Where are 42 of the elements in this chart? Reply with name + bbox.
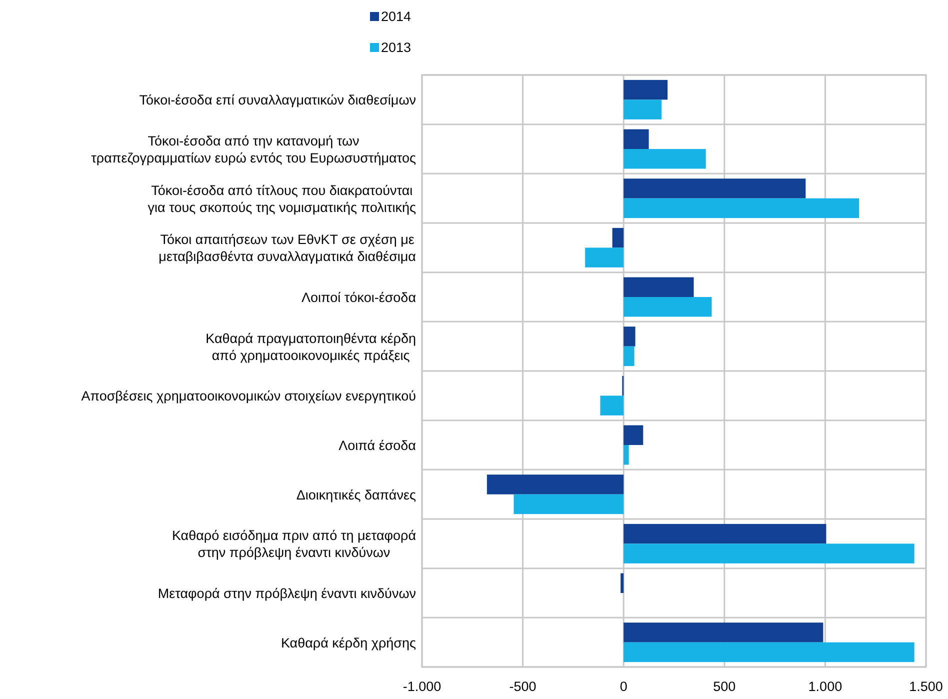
legend-label: 2013: [381, 40, 412, 55]
bar: [624, 297, 712, 317]
y-tick-label: Τόκοι-έσοδα επί συναλλαγματικών διαθεσίμων: [139, 92, 416, 108]
bar: [624, 149, 706, 169]
bar: [624, 100, 662, 120]
y-tick-label: Καθαρό εισόδημα πριν από τη μεταφορά στην πρόβλεψη έναντι κινδύνων: [172, 528, 416, 560]
bar: [624, 445, 629, 465]
y-tick-label: Μεταφορά στην πρόβλεψη έναντι κινδύνων: [158, 586, 416, 601]
x-tick-label: 500: [713, 679, 736, 694]
y-tick-label: Τόκοι-έσοδα από την κατανομή των τραπεζογραμματίων ευρώ εντός του Ευρωσυστήματος: [91, 134, 416, 166]
x-tick-label: -500: [509, 679, 536, 694]
bar: [624, 524, 826, 544]
y-tick-label: Αποσβέσεις χρηματοοικονομικών στοιχείων ενεργητικού: [81, 388, 416, 404]
x-tick-label: 0: [620, 679, 628, 694]
bar: [624, 198, 860, 218]
bar: [624, 622, 824, 642]
bar: [600, 396, 624, 416]
bar: [620, 573, 624, 593]
y-tick-label: Λοιπά έσοδα: [338, 438, 416, 453]
bar: [624, 178, 806, 198]
bar: [624, 326, 636, 346]
legend-label: 2014: [381, 9, 412, 24]
x-tick-label: -1.000: [402, 679, 442, 694]
y-tick-label: Καθαρά πραγματοποιηθέντα κέρδη από χρηματοοικονομικές πράξεις: [206, 330, 416, 363]
bar: [624, 642, 914, 662]
x-tick-label: 1.500: [909, 679, 943, 694]
bar: [585, 248, 624, 268]
bar: [612, 228, 624, 248]
y-tick-label: Τόκοι απαιτήσεων των ΕθνΚΤ σε σχέση με μεταβιβασθέντα συναλλαγματικά διαθέσιμα: [158, 232, 416, 264]
x-tick-label: 1.000: [808, 679, 842, 694]
y-tick-label: Καθαρά κέρδη χρήσης: [280, 635, 416, 650]
bar: [624, 544, 914, 564]
bar: [624, 277, 694, 297]
bar: [486, 474, 624, 494]
y-tick-label: Λοιποί τόκοι-έσοδα: [301, 290, 416, 305]
bar: [624, 346, 634, 366]
bar: [624, 425, 644, 445]
y-tick-label: Τόκοι-έσοδα από τίτλους που διακρατούνται για τους σκοπούς της νομισματικής πολιτικής: [148, 182, 416, 215]
bar: [624, 129, 649, 149]
bar: [514, 494, 624, 514]
bar: [624, 80, 668, 100]
y-tick-label: Διοικητικές δαπάνες: [296, 487, 416, 502]
